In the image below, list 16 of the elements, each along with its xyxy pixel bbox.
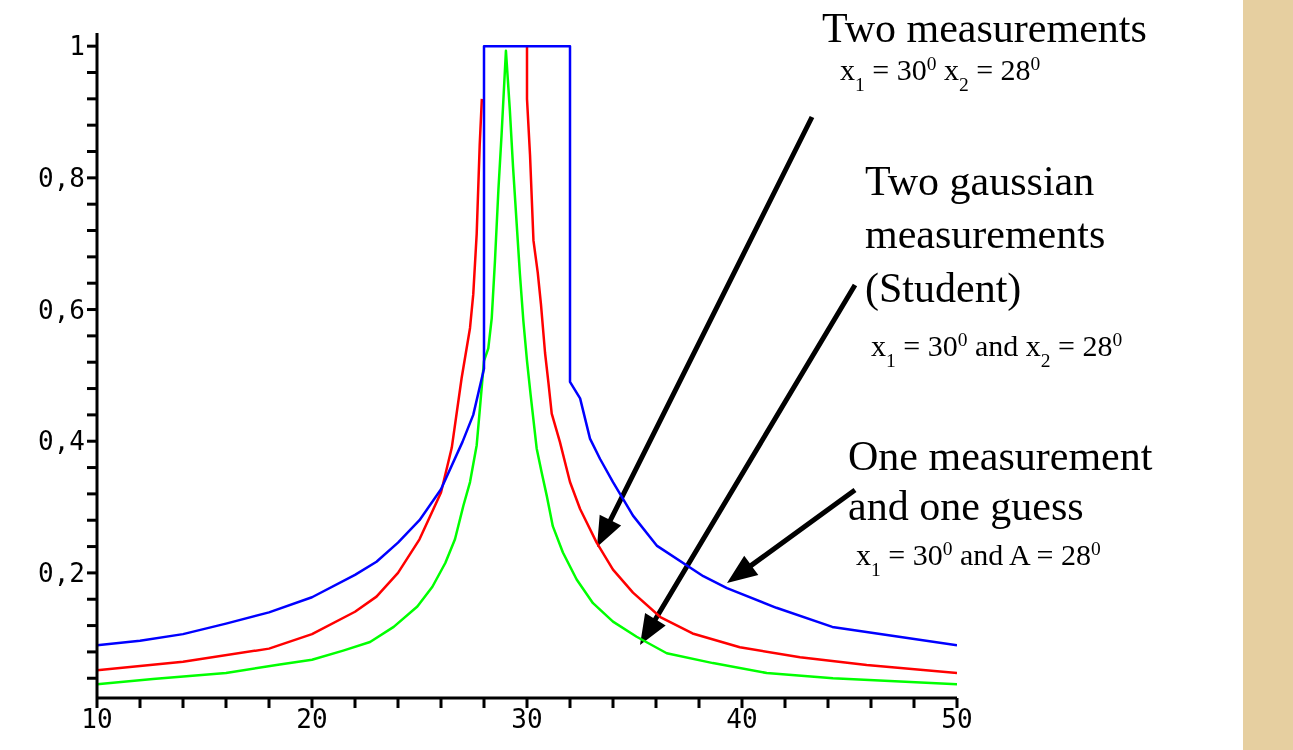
x-tick-label: 10	[81, 704, 113, 735]
annotation: Two gaussian measurements (Student)	[865, 158, 1106, 312]
y-tick-label: 0,4	[38, 426, 85, 457]
annotation: Two measurements	[822, 5, 1147, 51]
y-tick-label: 0,8	[38, 163, 85, 194]
annotation: x$_{1}$ = 30$^{0}$ and x$_{2}$ = 28$^{0}$	[871, 328, 1123, 371]
x-tick-label: 50	[941, 704, 973, 735]
x-tick-label: 40	[726, 704, 758, 735]
y-tick-label: 0,2	[38, 558, 85, 589]
y-tick-label: 0,6	[38, 294, 85, 325]
x-tick-label: 20	[296, 704, 328, 735]
annotation: One measurement and one guess	[848, 433, 1153, 529]
annotation: x$_{1}$ = 30$^{0}$ x$_{2}$ = 28$^{0}$	[840, 52, 1041, 95]
x-tick-label: 30	[511, 704, 543, 735]
annotation: x$_{1}$ = 30$^{0}$ and A = 28$^{0}$	[856, 537, 1101, 580]
y-tick-label: 1	[69, 31, 85, 62]
